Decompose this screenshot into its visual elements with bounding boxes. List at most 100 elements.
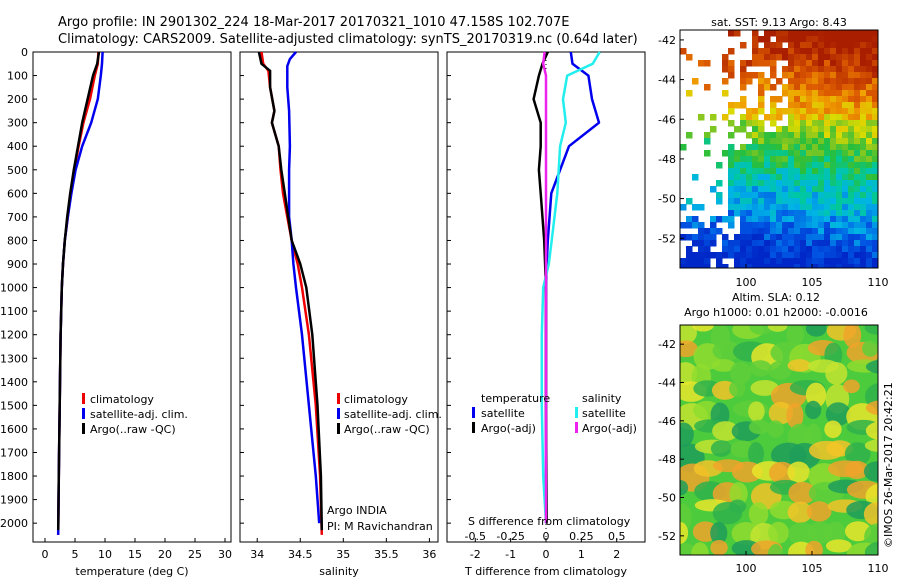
sst-cell [872, 216, 878, 223]
sst-cell [824, 138, 831, 145]
sst-cell [812, 30, 819, 37]
sst-cell [818, 216, 825, 223]
sst-cell [818, 102, 825, 109]
sst-cell [830, 240, 837, 247]
sst-cell [734, 168, 741, 175]
sst-cell [770, 54, 777, 61]
sst-cell [734, 126, 741, 133]
sst-cell [842, 102, 849, 109]
sst-cell [734, 210, 741, 217]
sst-cell [842, 72, 849, 79]
sst-cell [872, 60, 878, 67]
sst-cell [818, 210, 825, 217]
sst-cell [842, 96, 849, 103]
sst-cell [848, 114, 855, 121]
sla-blob [786, 325, 804, 347]
sst-cell [842, 174, 849, 181]
sst-cell [740, 174, 747, 181]
sst-cell [836, 102, 843, 109]
sst-cell [830, 102, 837, 109]
sst-cell [770, 30, 777, 37]
sst-cell [842, 264, 849, 268]
temperature-tick-label: 20 [158, 548, 172, 561]
sst-cell [776, 216, 783, 223]
sst-cell [824, 90, 831, 97]
sst-cell [758, 222, 765, 229]
sst-cell [854, 150, 861, 157]
sst-cell [830, 246, 837, 253]
sst-cell [812, 96, 819, 103]
sst-cell [848, 84, 855, 91]
sst-cell [788, 36, 795, 43]
sst-cell [704, 132, 711, 139]
sst-cell [776, 108, 783, 115]
sst-cell [758, 258, 765, 265]
sst-cell [806, 162, 813, 169]
sla-map-image [680, 325, 878, 555]
sst-cell [794, 174, 801, 181]
sst-cell [842, 180, 849, 187]
sst-cell [788, 126, 795, 133]
sla-blob [844, 442, 871, 466]
sst-cell [836, 264, 843, 268]
sst-cell [812, 48, 819, 55]
sst-cell [872, 144, 878, 151]
sst-cell [842, 156, 849, 163]
sst-cell [728, 156, 735, 163]
sst-cell [866, 72, 873, 79]
sst-cell [854, 132, 861, 139]
sst-cell [746, 168, 753, 175]
sst-cell [788, 186, 795, 193]
sst-cell [800, 252, 807, 259]
sst-cell [788, 144, 795, 151]
salinity-tick-label: 34 [250, 548, 264, 561]
sst-cell [776, 252, 783, 259]
sst-cell [848, 150, 855, 157]
sst-cell [812, 90, 819, 97]
sst-cell [794, 258, 801, 265]
sla-blob [680, 521, 689, 544]
sst-cell [866, 258, 873, 265]
sst-cell [770, 144, 777, 151]
sst-cell [812, 234, 819, 241]
depth-tick-label: 600 [7, 187, 28, 200]
sst-cell [806, 114, 813, 121]
sst-cell [698, 60, 705, 67]
sst-cell [752, 216, 759, 223]
sst-cell [806, 216, 813, 223]
sst-cell [812, 180, 819, 187]
sst-cell [872, 54, 878, 61]
salinity-tick-label: 35 [336, 548, 350, 561]
sst-cell [710, 186, 717, 193]
sst-cell [866, 264, 873, 268]
sst-cell [770, 108, 777, 115]
sst-cell [740, 210, 747, 217]
sst-cell [758, 228, 765, 235]
sst-lat-tick-label: -52 [658, 232, 676, 245]
sst-cell [752, 234, 759, 241]
depth-tick-label: 500 [7, 164, 28, 177]
sst-cell [860, 108, 867, 115]
sst-cell [782, 144, 789, 151]
sst-cell [740, 252, 747, 259]
sst-cell [830, 54, 837, 61]
sla-blob [824, 420, 842, 439]
sst-cell [680, 258, 687, 265]
sst-cell [848, 246, 855, 253]
sst-cell [716, 180, 723, 187]
sst-cell [692, 258, 699, 265]
sst-cell [848, 138, 855, 145]
temperature-plot: 0 5 10 15 20 25 30 [42, 51, 232, 561]
sst-cell [788, 48, 795, 55]
sst-cell [770, 138, 777, 145]
sst-cell [860, 240, 867, 247]
sst-cell [830, 60, 837, 67]
sst-cell [746, 234, 753, 241]
sst-cell [794, 30, 801, 37]
sla-blob [729, 380, 746, 398]
sst-cell [788, 96, 795, 103]
figure-title-line2: Climatology: CARS2009. Satellite-adjuste… [58, 32, 638, 47]
sst-cell [794, 138, 801, 145]
sst-cell [734, 174, 741, 181]
sst-cell [758, 102, 765, 109]
